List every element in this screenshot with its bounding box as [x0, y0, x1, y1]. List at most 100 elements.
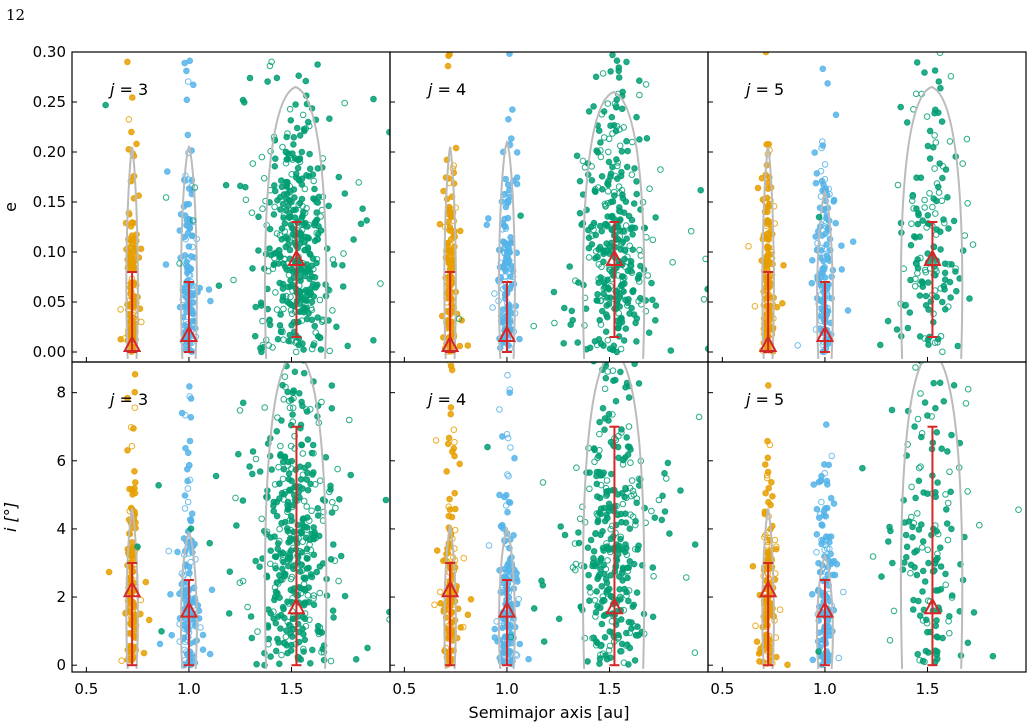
data-point-venus: [443, 468, 451, 475]
data-point-mars: [613, 156, 620, 163]
data-point-mars: [921, 399, 929, 406]
data-point-mars: [585, 571, 592, 579]
data-point-mars: [307, 546, 315, 554]
data-point-mars: [310, 524, 318, 531]
data-point-mars: [934, 648, 941, 656]
x-tick-label: 1.5: [598, 680, 622, 698]
data-point-mars: [246, 463, 253, 470]
data-point-mars: [283, 149, 290, 156]
data-point-mars: [252, 455, 260, 463]
data-point-mars: [290, 134, 298, 141]
data-point-earth: [181, 492, 189, 499]
data-point-mars: [964, 385, 972, 393]
data-point-mars: [947, 488, 955, 496]
data-point-venus: [763, 474, 771, 482]
data-point-mars: [233, 522, 240, 529]
data-point-mars: [285, 600, 293, 607]
data-point-mars: [627, 446, 634, 453]
data-point-mars: [933, 226, 941, 233]
data-point-mars: [576, 209, 584, 217]
data-point-mars: [307, 305, 315, 312]
data-point-mars: [302, 574, 310, 582]
data-point-mars: [329, 498, 336, 506]
data-point-mars: [280, 605, 287, 613]
data-point-mars: [311, 274, 319, 281]
data-point-mars: [624, 302, 631, 309]
data-point-mars: [281, 453, 289, 461]
data-point-mars: [270, 507, 278, 515]
data-point-mars: [298, 148, 306, 156]
data-point-mars: [248, 209, 256, 216]
data-point-mars: [620, 288, 627, 295]
data-point-mars: [630, 491, 638, 498]
data-point-mars: [605, 148, 612, 156]
data-point-venus: [784, 661, 791, 669]
data-point-mars: [929, 203, 936, 211]
data-point-earth: [502, 260, 509, 268]
data-point-mars: [697, 186, 705, 194]
data-point-mars: [619, 29, 625, 35]
data-point-mars: [347, 471, 355, 479]
data-point-mars: [276, 594, 283, 602]
data-point-mars: [299, 625, 306, 633]
density-contour-venus: [125, 508, 139, 669]
data-point-mars: [260, 175, 268, 182]
data-point-mars: [620, 659, 628, 667]
data-point-earth: [162, 261, 170, 268]
data-point-mars: [314, 165, 322, 172]
data-point-mars: [359, 205, 366, 212]
marker-mars: [605, 597, 624, 615]
data-point-mars: [302, 77, 310, 85]
data-point-mars: [618, 273, 626, 280]
data-point-earth: [491, 625, 499, 633]
data-point-mars: [252, 557, 259, 565]
data-point-mars: [926, 127, 934, 135]
data-point-earth: [823, 252, 831, 259]
data-point-venus: [131, 26, 137, 32]
data-point-mars: [617, 345, 625, 353]
data-point-mars: [619, 456, 627, 464]
data-point-mars: [948, 431, 955, 439]
data-point-venus: [773, 303, 781, 311]
data-point-mars: [158, 628, 165, 635]
data-point-mars: [652, 302, 660, 309]
data-point-mars: [273, 512, 281, 520]
data-point-mars: [597, 531, 604, 539]
data-point-mars: [604, 276, 611, 284]
data-point-mars: [596, 660, 603, 668]
data-point-mars: [316, 477, 324, 485]
data-point-mars: [620, 337, 628, 344]
data-point-mars: [303, 476, 311, 483]
x-axis-label: Semimajor axis [au]: [469, 703, 630, 722]
data-point-earth: [794, 342, 802, 349]
data-point-mars: [585, 244, 593, 252]
data-point-mars: [285, 562, 292, 570]
data-point-mars: [313, 568, 321, 576]
data-point-mars: [271, 562, 279, 570]
data-point-mars: [907, 241, 915, 249]
data-point-mars: [300, 523, 307, 531]
data-point-mars: [287, 117, 295, 124]
data-point-mars: [913, 571, 921, 579]
data-point-mars: [590, 548, 598, 555]
data-point-mars: [627, 267, 635, 275]
data-point-venus: [764, 246, 772, 253]
data-point-mars: [280, 305, 287, 313]
data-point-venus: [131, 468, 138, 475]
marker-venus: [440, 334, 460, 352]
data-point-mars: [941, 276, 949, 284]
data-point-mars: [614, 551, 622, 558]
data-point-mars: [313, 235, 321, 243]
data-point-mars: [937, 84, 944, 92]
data-point-earth: [513, 149, 521, 156]
data-point-mars: [702, 255, 708, 263]
data-point-venus: [764, 208, 771, 216]
data-point-mars: [631, 362, 638, 368]
data-point-mars: [621, 280, 628, 287]
marker-venus: [122, 580, 142, 598]
data-point-earth: [491, 290, 498, 297]
data-point-mars: [909, 191, 917, 199]
data-point-mars: [268, 466, 276, 473]
data-point-mars: [683, 574, 690, 581]
data-point-mars: [952, 265, 959, 272]
